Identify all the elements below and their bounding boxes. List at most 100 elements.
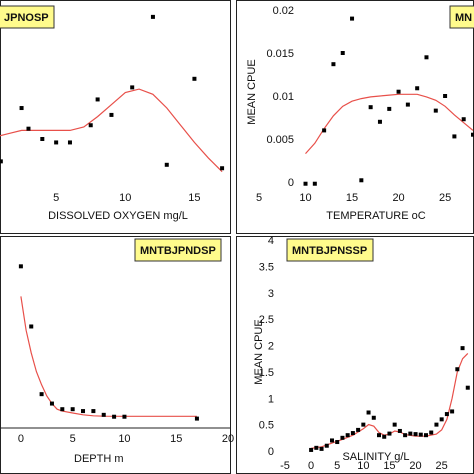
data-point bbox=[429, 430, 434, 435]
series-tag-box bbox=[134, 238, 222, 262]
x-tick-label: 10 bbox=[119, 192, 131, 204]
data-point bbox=[396, 89, 401, 94]
data-point bbox=[361, 422, 366, 427]
x-tick-label: 5 bbox=[53, 192, 59, 204]
y-tick-label: 0.02 bbox=[273, 5, 294, 17]
data-point bbox=[109, 112, 114, 117]
data-point bbox=[303, 181, 308, 186]
data-point bbox=[39, 392, 44, 397]
data-point bbox=[371, 415, 376, 420]
series-tag: JPNOSP bbox=[4, 12, 49, 24]
x-tick-label: 5 bbox=[334, 460, 340, 472]
data-point bbox=[382, 434, 387, 439]
data-point bbox=[461, 117, 466, 122]
data-point bbox=[0, 159, 3, 164]
y-tick-label: 1 bbox=[268, 393, 274, 405]
data-point bbox=[49, 401, 54, 406]
y-tick-label: 0.01 bbox=[273, 91, 294, 103]
data-point bbox=[101, 412, 106, 417]
data-point bbox=[322, 128, 327, 133]
data-point bbox=[40, 137, 45, 141]
data-point bbox=[192, 76, 197, 81]
panel-frame-depth bbox=[0, 236, 231, 474]
data-point bbox=[67, 140, 72, 145]
data-point bbox=[95, 97, 100, 102]
data-point bbox=[220, 166, 225, 171]
data-point bbox=[350, 16, 355, 21]
data-point bbox=[91, 409, 96, 414]
data-point bbox=[452, 134, 457, 139]
x-tick-label: 10 bbox=[299, 192, 311, 204]
x-tick-label: 20 bbox=[222, 433, 234, 445]
data-point bbox=[29, 324, 34, 329]
data-point bbox=[340, 435, 345, 440]
chart-dissolved-oxygen: JPNOSP DISSOLVED OXYGEN mg/L 5 10 15 bbox=[0, 5, 225, 222]
chart-depth: MNTBJPNDSP DEPTH m 0 5 10 15 20 bbox=[0, 238, 234, 465]
data-point bbox=[60, 407, 65, 412]
x-tick-label: 15 bbox=[170, 433, 182, 445]
data-point bbox=[397, 428, 402, 433]
data-point bbox=[330, 438, 334, 443]
data-point bbox=[18, 264, 23, 269]
data-point bbox=[345, 433, 350, 438]
data-point bbox=[392, 422, 397, 427]
y-tick-label: 0.005 bbox=[266, 134, 294, 146]
x-tick-label: 15 bbox=[383, 460, 395, 472]
data-point bbox=[405, 102, 410, 107]
x-tick-label: 25 bbox=[436, 460, 448, 472]
y-tick-label: 0.5 bbox=[259, 420, 274, 432]
data-point bbox=[439, 417, 444, 422]
data-point bbox=[418, 432, 423, 437]
fit-curve bbox=[20, 296, 197, 417]
series-tag-box bbox=[449, 5, 474, 29]
data-point bbox=[324, 443, 329, 448]
data-point bbox=[377, 119, 382, 124]
x-axis-label: SALINITY g/L bbox=[342, 451, 409, 463]
data-point bbox=[112, 414, 117, 419]
y-tick-label: 2 bbox=[268, 341, 274, 353]
series-tag: MN bbox=[455, 12, 472, 24]
data-point bbox=[164, 162, 169, 167]
y-axis-label: MEAN CPUE bbox=[246, 59, 258, 124]
data-point bbox=[314, 445, 319, 450]
data-point bbox=[356, 427, 361, 432]
data-point bbox=[130, 85, 135, 90]
x-tick-label: 10 bbox=[357, 460, 369, 472]
y-axis-label: MEAN CPUE bbox=[253, 319, 265, 384]
data-point bbox=[450, 409, 455, 414]
y-tick-label: 1.5 bbox=[259, 367, 274, 379]
x-tick-label: 5 bbox=[256, 192, 262, 204]
data-point bbox=[471, 132, 474, 137]
series-tag-box bbox=[0, 5, 55, 29]
data-point bbox=[350, 431, 355, 436]
x-tick-label: 20 bbox=[392, 192, 404, 204]
fit-curve bbox=[0, 88, 223, 173]
data-point bbox=[424, 433, 428, 438]
data-point bbox=[424, 55, 429, 60]
x-axis-label: DISSOLVED OXYGEN mg/L bbox=[48, 210, 188, 222]
data-point bbox=[377, 433, 381, 438]
x-tick-label: 10 bbox=[118, 433, 130, 445]
x-tick-label: 0 bbox=[308, 460, 314, 472]
y-tick-label: 3.5 bbox=[259, 261, 274, 273]
data-point bbox=[408, 431, 413, 436]
y-tick-label: 3 bbox=[268, 288, 274, 300]
data-point bbox=[54, 140, 59, 145]
data-point bbox=[194, 416, 199, 421]
series-tag: MNTBJPNDSP bbox=[140, 245, 216, 257]
data-point bbox=[434, 422, 439, 427]
x-tick-label: 25 bbox=[439, 192, 451, 204]
y-tick-label: 0 bbox=[268, 446, 274, 458]
chart-temperature: MN MEAN CPUE TEMPERATURE oC 5 10 15 20 25 0 0.… bbox=[246, 5, 474, 222]
data-point bbox=[444, 412, 449, 417]
data-point bbox=[387, 106, 392, 111]
data-point bbox=[460, 346, 465, 351]
data-point bbox=[150, 14, 155, 19]
data-point bbox=[19, 106, 24, 111]
data-point bbox=[340, 51, 345, 55]
data-point bbox=[368, 105, 373, 110]
panel-frame-oxygen bbox=[0, 0, 231, 234]
data-point bbox=[70, 407, 75, 412]
data-point bbox=[359, 178, 364, 183]
